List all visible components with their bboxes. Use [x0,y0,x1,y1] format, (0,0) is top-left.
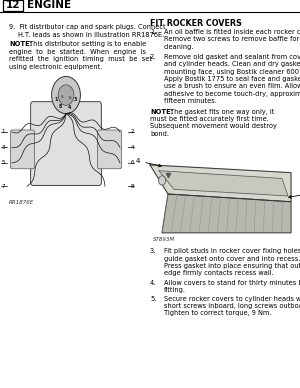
Text: Apply Bostik 1775 to seal face and gasket;: Apply Bostik 1775 to seal face and gaske… [164,76,300,82]
Polygon shape [150,165,291,202]
Text: Secure rocker covers to cylinder heads with: Secure rocker covers to cylinder heads w… [164,296,300,301]
Text: 3.: 3. [150,248,156,254]
Text: H.T. leads as shown in illustration RR1876E.: H.T. leads as shown in illustration RR18… [18,32,164,38]
Text: Press gasket into place ensuring that outer: Press gasket into place ensuring that ou… [164,263,300,269]
Text: refitted  the  ignition  timing  must  be  set: refitted the ignition timing must be set [9,56,152,62]
Text: engine  to  be  started.  When  engine  is: engine to be started. When engine is [9,49,146,55]
Text: 4: 4 [136,158,161,167]
Text: edge firmly contacts recess wall.: edge firmly contacts recess wall. [164,270,273,276]
Text: This distributor setting is to enable: This distributor setting is to enable [29,42,147,47]
Text: ST893M: ST893M [153,237,175,242]
Text: 4: 4 [130,145,134,150]
Text: mounting face, using Bostik cleaner 6001.: mounting face, using Bostik cleaner 6001… [164,69,300,75]
Text: Fit pilot studs in rocker cover fixing holes to: Fit pilot studs in rocker cover fixing h… [164,248,300,254]
Text: 5: 5 [61,95,63,99]
Text: The gasket fits one way only, it: The gasket fits one way only, it [170,109,275,114]
Text: using electronic equipment.: using electronic equipment. [9,64,102,69]
Text: must be fitted accurately first time.: must be fitted accurately first time. [150,116,269,122]
Text: adhesive to become touch-dry, approximately: adhesive to become touch-dry, approximat… [164,91,300,97]
Polygon shape [162,194,291,233]
Text: 5: 5 [1,161,5,165]
Text: bond.: bond. [150,131,169,137]
Text: 8: 8 [59,104,62,109]
Text: An oil baffle is fitted inside each rocker cover,: An oil baffle is fitted inside each rock… [164,29,300,35]
Text: FIT ROCKER COVERS: FIT ROCKER COVERS [150,19,242,28]
Text: 3: 3 [1,145,5,150]
Text: fitting.: fitting. [164,288,185,293]
Text: NOTE:: NOTE: [150,109,173,114]
Text: use a brush to ensure an even film. Allow: use a brush to ensure an even film. Allo… [164,83,300,90]
Text: 1: 1 [1,130,5,134]
FancyBboxPatch shape [98,130,122,169]
Text: 4.: 4. [150,280,156,286]
FancyBboxPatch shape [11,130,34,169]
Text: ENGINE: ENGINE [27,0,71,10]
Text: and cylinder heads. Clean and dry gasket: and cylinder heads. Clean and dry gasket [164,61,300,68]
Text: 5.: 5. [150,296,156,301]
Text: 6: 6 [68,96,71,100]
Text: 3: 3 [74,97,77,102]
Text: 6: 6 [130,161,134,165]
Text: 12: 12 [5,0,20,10]
Polygon shape [159,171,288,196]
Text: 8: 8 [130,184,134,189]
Text: 9.  Fit distributor cap and spark plugs. Connect: 9. Fit distributor cap and spark plugs. … [9,24,166,30]
Text: cleaning.: cleaning. [164,44,194,50]
Text: short screws inboard, long screws outboard.: short screws inboard, long screws outboa… [164,303,300,309]
Text: Tighten to correct torque, 9 Nm.: Tighten to correct torque, 9 Nm. [164,310,271,316]
Text: RR1876E: RR1876E [9,200,34,205]
Text: 2.: 2. [150,54,156,60]
Circle shape [52,76,80,114]
Text: 2: 2 [130,130,134,134]
Text: 1: 1 [55,97,58,102]
Text: fifteen minutes.: fifteen minutes. [164,98,216,104]
Text: Remove old gasket and sealant from covers: Remove old gasket and sealant from cover… [164,54,300,60]
Circle shape [158,176,166,185]
FancyBboxPatch shape [3,0,22,11]
Text: 3: 3 [289,191,300,198]
Text: 7: 7 [1,184,5,189]
Text: NOTE:: NOTE: [9,42,32,47]
FancyBboxPatch shape [31,102,101,185]
Text: Subsequent movement would destroy: Subsequent movement would destroy [150,123,277,129]
Text: Remove two screws to remove baffle for: Remove two screws to remove baffle for [164,36,299,42]
Text: Allow covers to stand for thirty minutes before: Allow covers to stand for thirty minutes… [164,280,300,286]
Text: 4: 4 [68,105,71,110]
Text: guide gasket onto cover and into recess.: guide gasket onto cover and into recess. [164,256,300,262]
Text: 1.: 1. [150,29,156,35]
Circle shape [58,85,74,105]
